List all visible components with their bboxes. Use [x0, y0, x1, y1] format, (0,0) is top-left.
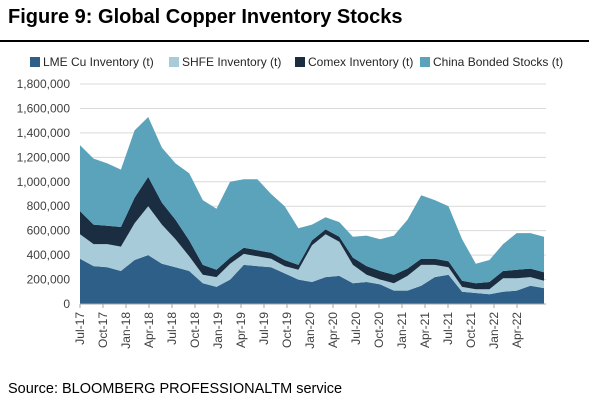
- x-tick-label: Oct-21: [464, 312, 478, 348]
- x-tick-label: Jan-19: [211, 312, 225, 349]
- x-tick-label: Jan-18: [119, 312, 133, 349]
- area-bonded: [80, 117, 544, 284]
- x-tick-label: Oct-17: [96, 312, 110, 348]
- legend-swatch-comex: [295, 57, 305, 67]
- legend-swatch-shfe: [169, 57, 179, 67]
- x-tick-label: Apr-22: [510, 312, 524, 348]
- x-tick-label: Oct-19: [280, 312, 294, 348]
- x-tick-label: Apr-21: [418, 312, 432, 348]
- stacked-area-chart: LME Cu Inventory (t) SHFE Inventory (t) Co…: [17, 55, 563, 349]
- chart-legend: LME Cu Inventory (t) SHFE Inventory (t) Co…: [30, 55, 563, 69]
- area-shfe: [80, 206, 544, 295]
- area-comex: [80, 176, 544, 290]
- x-tick-label: Jul-19: [257, 312, 271, 345]
- x-axis-tick-labels: Jul-17 Oct-17 Jan-18 Apr-18 Jul-18 Oct-18 Jan-…: [73, 304, 524, 349]
- area-lme: [80, 255, 544, 304]
- legend-label: Comex Inventory (t): [308, 55, 413, 69]
- x-tick-label: Apr-20: [326, 312, 340, 348]
- y-tick-label: 1,000,000: [17, 175, 71, 189]
- x-tick-label: Jan-21: [395, 312, 409, 349]
- y-tick-label: 400,000: [27, 248, 71, 262]
- y-tick-label: 800,000: [27, 199, 71, 213]
- figure-title: Figure 9: Global Copper Inventory Stocks: [8, 6, 403, 28]
- source-note: Source: BLOOMBERG PROFESSIONALTM service: [8, 381, 343, 397]
- legend-swatch-bonded: [420, 57, 430, 67]
- x-tick-label: Oct-20: [372, 312, 386, 348]
- y-tick-label: 200,000: [27, 273, 71, 287]
- x-tick-label: Jul-20: [349, 312, 363, 345]
- x-tick-label: Jan-22: [487, 312, 501, 349]
- area-series: [80, 117, 544, 304]
- legend-label: LME Cu Inventory (t): [43, 55, 154, 69]
- legend-label: SHFE Inventory (t): [182, 55, 281, 69]
- x-tick-label: Oct-18: [188, 312, 202, 348]
- legend-swatch-lme: [30, 57, 40, 67]
- x-tick-label: Apr-19: [234, 312, 248, 348]
- x-tick-label: Jul-17: [73, 312, 87, 345]
- y-tick-label: 1,200,000: [17, 150, 71, 164]
- x-tick-label: Apr-18: [142, 312, 156, 348]
- legend-label: China Bonded Stocks (t): [433, 55, 563, 69]
- x-tick-label: Jan-20: [303, 312, 317, 349]
- y-tick-label: 600,000: [27, 224, 71, 238]
- title-rule: [0, 40, 589, 42]
- x-tick-label: Jul-18: [165, 312, 179, 345]
- y-tick-label: 1,600,000: [17, 101, 71, 115]
- y-tick-label: 1,800,000: [17, 77, 71, 91]
- x-tick-label: Jul-21: [441, 312, 455, 345]
- y-tick-label: 1,400,000: [17, 126, 71, 140]
- y-axis-tick-labels: 0 200,000 400,000 600,000 800,000 1,000,000 1,…: [17, 77, 71, 311]
- y-tick-label: 0: [63, 297, 70, 311]
